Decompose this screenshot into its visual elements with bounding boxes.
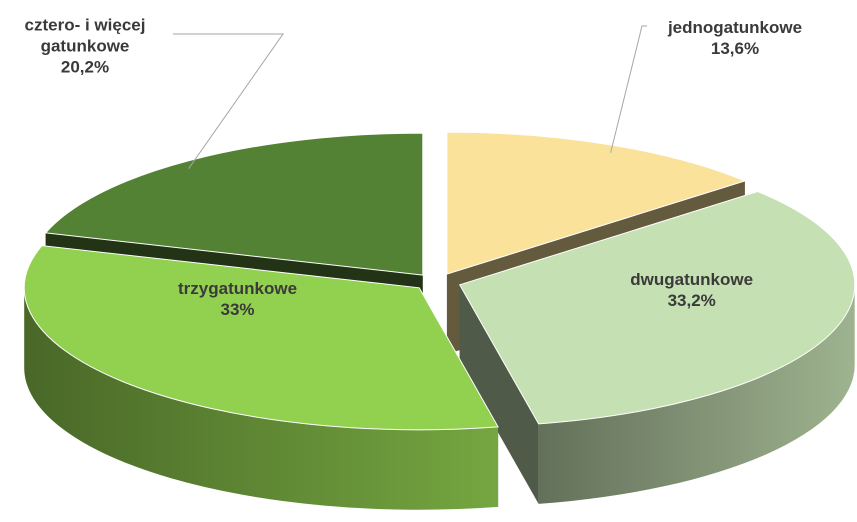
slice-wall bbox=[24, 287, 499, 510]
data-label: dwugatunkowe 33,2% bbox=[630, 269, 753, 311]
category-label: jednogatunkowe bbox=[667, 18, 803, 37]
leader-line bbox=[610, 25, 647, 154]
data-label: trzygatunkowe 33% bbox=[178, 278, 297, 320]
value-label: 33% bbox=[220, 300, 255, 320]
slice bbox=[458, 190, 856, 425]
slice bbox=[44, 132, 424, 276]
slice bbox=[23, 245, 499, 431]
category-label: trzygatunkowe bbox=[178, 279, 298, 299]
category-label: dwugatunkowe bbox=[630, 270, 754, 290]
category-label: cztero- i więcej gatunkowe bbox=[24, 15, 146, 56]
value-label: 20,2% bbox=[60, 57, 110, 77]
leader-line bbox=[173, 33, 284, 169]
slice-side bbox=[459, 284, 539, 504]
data-label: cztero- i więcej gatunkowe 20,2% bbox=[0, 15, 170, 78]
value-label: 33,2% bbox=[667, 291, 716, 311]
data-label: jednogatunkowe 13,6% bbox=[650, 17, 820, 59]
slice bbox=[446, 131, 747, 275]
value-label: 13,6% bbox=[710, 39, 760, 58]
slice-wall bbox=[538, 284, 855, 504]
